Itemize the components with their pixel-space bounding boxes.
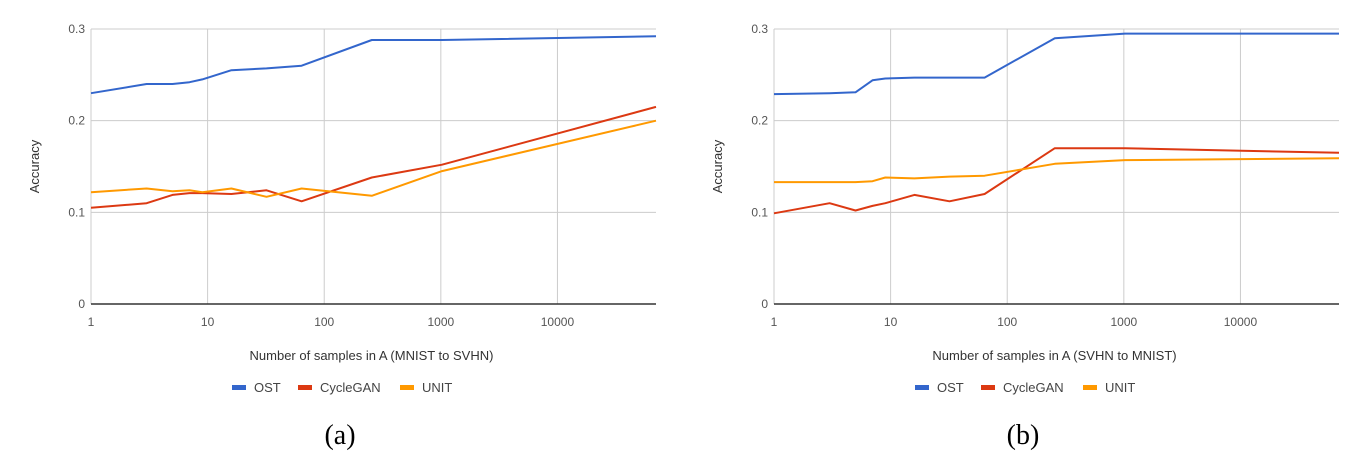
series-line-ost xyxy=(90,35,657,95)
series-line-unit xyxy=(90,119,657,198)
legend-label-ost: OST xyxy=(254,380,281,395)
y-tick-label: 0 xyxy=(78,297,85,311)
x-axis-label: Number of samples in A (SVHN to MNIST) xyxy=(932,348,1176,363)
x-axis-label: Number of samples in A (MNIST to SVHN) xyxy=(250,348,494,363)
series-line-cyclegan xyxy=(773,147,1340,215)
y-tick-label: 0.3 xyxy=(68,22,85,36)
legend-label-cyclegan: CycleGAN xyxy=(320,380,381,395)
y-axis-label: Accuracy xyxy=(710,139,725,193)
y-tick-label: 0.3 xyxy=(751,22,768,36)
legend-label-unit: UNIT xyxy=(422,380,452,395)
chart-panel-b: 0 0.1 0.2 0.3 1 10 100 1000 10000 Accuracy Number … xyxy=(683,0,1363,461)
series-line-cyclegan xyxy=(90,105,657,209)
x-tick-label: 1000 xyxy=(427,315,454,329)
legend-swatch-ost xyxy=(232,385,246,390)
x-tick-label: 100 xyxy=(314,315,334,329)
legend-label-cyclegan: CycleGAN xyxy=(1003,380,1064,395)
chart-a: 0 0.1 0.2 0.3 1 10 100 1000 10000 Accuracy Number … xyxy=(27,22,657,395)
x-tick-label: 1 xyxy=(771,315,778,329)
y-tick-label: 0 xyxy=(761,297,768,311)
caption-a: (a) xyxy=(324,420,356,451)
x-tick-label: 10 xyxy=(201,315,215,329)
legend-label-ost: OST xyxy=(937,380,964,395)
y-tick-label: 0.1 xyxy=(751,205,768,219)
legend-swatch-cyclegan xyxy=(298,385,312,390)
legend-swatch-cyclegan xyxy=(981,385,995,390)
chart-b: 0 0.1 0.2 0.3 1 10 100 1000 10000 Accuracy Number … xyxy=(710,22,1340,395)
x-tick-label: 10000 xyxy=(1224,315,1258,329)
x-tick-label: 10000 xyxy=(541,315,575,329)
legend-swatch-unit xyxy=(1083,385,1097,390)
x-tick-label: 1000 xyxy=(1110,315,1137,329)
legend-swatch-ost xyxy=(915,385,929,390)
series-line-ost xyxy=(773,32,1339,96)
x-tick-label: 100 xyxy=(997,315,1017,329)
caption-b: (b) xyxy=(1006,420,1040,451)
y-tick-label: 0.2 xyxy=(68,114,85,128)
y-tick-label: 0.2 xyxy=(751,114,768,128)
y-tick-label: 0.1 xyxy=(68,205,85,219)
legend-swatch-unit xyxy=(400,385,414,390)
x-tick-label: 1 xyxy=(88,315,95,329)
legend-label-unit: UNIT xyxy=(1105,380,1135,395)
y-axis-label: Accuracy xyxy=(27,139,42,193)
chart-panel-a: 0 0.1 0.2 0.3 1 10 100 1000 10000 Accuracy Number … xyxy=(0,0,680,461)
x-tick-label: 10 xyxy=(884,315,898,329)
series-line-unit xyxy=(774,157,1340,184)
